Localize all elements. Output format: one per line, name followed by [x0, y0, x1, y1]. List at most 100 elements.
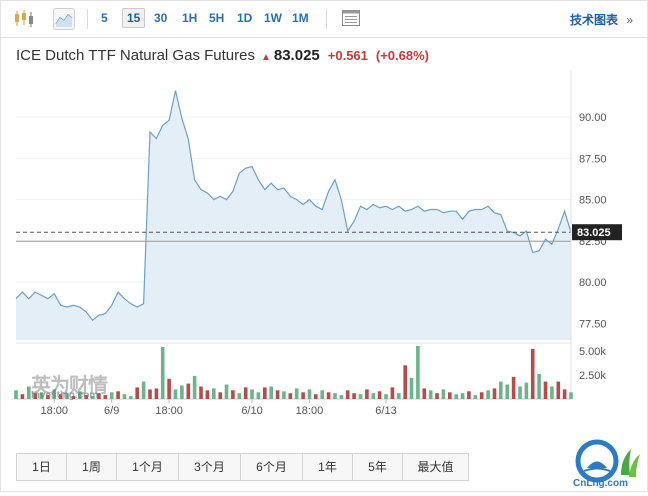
- volume-bar: [537, 373, 541, 399]
- volume-bar: [97, 393, 101, 399]
- range-1d-button[interactable]: 1日: [17, 454, 67, 480]
- x-tick-label: 6/13: [375, 405, 396, 417]
- range-6m-button[interactable]: 6个月: [241, 454, 303, 480]
- logo-text: CnLng.com: [573, 478, 628, 489]
- volume-bar: [467, 391, 471, 399]
- timeframe-5[interactable]: 5: [101, 11, 108, 25]
- last-price-label: 83.025: [577, 227, 611, 239]
- range-3m-button[interactable]: 3个月: [179, 454, 241, 480]
- cnlng-logo-icon: CnLng.com: [573, 435, 643, 491]
- volume-bar: [14, 390, 18, 399]
- instrument-header: ICE Dutch TTF Natural Gas Futures ▲ 83.025…: [16, 47, 429, 64]
- volume-bar: [416, 346, 420, 399]
- y-tick-label: 87.50: [579, 153, 607, 165]
- volume-bar: [71, 396, 76, 399]
- volume-tick-label: 5.00k: [579, 346, 606, 358]
- volume-bar: [218, 392, 222, 400]
- volume-bar: [435, 393, 439, 399]
- volume-bar: [397, 393, 401, 399]
- price-chart[interactable]: 90.0087.5085.0082.5080.0077.5083.0255.00…: [1, 1, 647, 446]
- volume-tick-label: 2.50k: [579, 370, 606, 382]
- volume-bar: [263, 387, 267, 399]
- volume-bar: [39, 392, 44, 400]
- volume-bar: [345, 390, 350, 399]
- volume-bar: [180, 385, 184, 399]
- volume-bar: [78, 391, 82, 399]
- volume-bar: [511, 376, 516, 399]
- x-tick-label: 18:00: [296, 405, 324, 417]
- volume-bar: [275, 390, 280, 399]
- volume-bar: [212, 388, 216, 399]
- volume-bar: [473, 395, 478, 399]
- range-max-button[interactable]: 最大值: [417, 460, 454, 474]
- volume-bar: [301, 392, 305, 400]
- volume-bar: [52, 389, 57, 399]
- volume-bar: [377, 391, 382, 399]
- volume-bar: [116, 391, 120, 399]
- y-tick-label: 80.00: [579, 277, 607, 289]
- volume-bar: [167, 378, 171, 400]
- timeframe-30[interactable]: 30: [154, 11, 168, 25]
- volume-bar: [135, 387, 139, 399]
- volume-bar: [33, 393, 37, 399]
- volume-bar: [441, 389, 446, 399]
- toolbar-divider: [87, 9, 88, 29]
- volume-bar: [199, 386, 203, 399]
- volume-bar: [492, 388, 497, 399]
- volume-bar: [428, 390, 433, 399]
- range-1w-button[interactable]: 1周: [67, 454, 117, 480]
- volume-bar: [109, 392, 114, 400]
- volume-bar: [243, 387, 248, 399]
- range-5y-button[interactable]: 5年: [353, 454, 403, 480]
- volume-bar: [339, 395, 344, 399]
- volume-bar: [129, 396, 133, 399]
- volume-bar: [518, 386, 522, 399]
- last-price-tag: [572, 224, 622, 241]
- up-arrow-icon: ▲: [260, 52, 271, 63]
- price-change-percent: (+0.68%): [375, 48, 430, 63]
- volume-bar: [122, 394, 127, 399]
- range-1y-button[interactable]: 1年: [303, 454, 353, 480]
- timeframe-1d[interactable]: 1D: [237, 11, 253, 25]
- candlestick-icon[interactable]: [13, 8, 35, 30]
- timeframe-15[interactable]: 15: [122, 8, 146, 28]
- line-chart-icon[interactable]: [53, 8, 75, 30]
- volume-bar: [371, 393, 376, 399]
- timeframe-1m[interactable]: 1M: [292, 11, 309, 25]
- volume-bar: [384, 394, 388, 399]
- range-1m-button[interactable]: 1个月: [117, 454, 179, 480]
- y-tick-label: 90.00: [579, 112, 607, 124]
- chevron-right-icon: »: [626, 13, 633, 27]
- volume-bar: [409, 377, 414, 399]
- volume-bar: [160, 346, 165, 399]
- x-tick-label: 18:00: [41, 405, 69, 417]
- timeframe-1h[interactable]: 1H: [182, 11, 198, 25]
- volume-bar: [46, 395, 50, 399]
- technical-chart-label: 技术图表: [569, 13, 618, 27]
- volume-bar: [58, 394, 63, 399]
- time-range-selector: 1日 1周 1个月 3个月 6个月 1年 5年 最大值: [16, 453, 469, 481]
- volume-bar: [326, 392, 331, 400]
- watermark-english: Investing.com: [31, 390, 99, 401]
- timeframe-5h[interactable]: 5H: [209, 11, 225, 25]
- volume-bar: [205, 390, 210, 399]
- volume-bar: [154, 388, 159, 399]
- table-icon[interactable]: [341, 8, 363, 30]
- volume-bar: [390, 387, 395, 399]
- y-tick-label: 85.00: [579, 195, 607, 207]
- x-tick-label: 6/9: [104, 405, 119, 417]
- volume-bar: [269, 386, 273, 399]
- price-line: [15, 90, 572, 322]
- volume-bar: [505, 384, 509, 399]
- volume-bar: [141, 381, 146, 399]
- volume-bar: [422, 388, 427, 399]
- volume-bar: [192, 375, 197, 399]
- volume-bar: [499, 381, 503, 399]
- technical-chart-link[interactable]: 技术图表 »: [570, 11, 633, 28]
- y-tick-label: 77.50: [579, 318, 607, 330]
- timeframe-1w[interactable]: 1W: [264, 11, 282, 25]
- volume-bar: [460, 393, 465, 399]
- volume-bar: [358, 394, 363, 399]
- volume-bar: [231, 390, 235, 399]
- volume-bar: [294, 388, 299, 399]
